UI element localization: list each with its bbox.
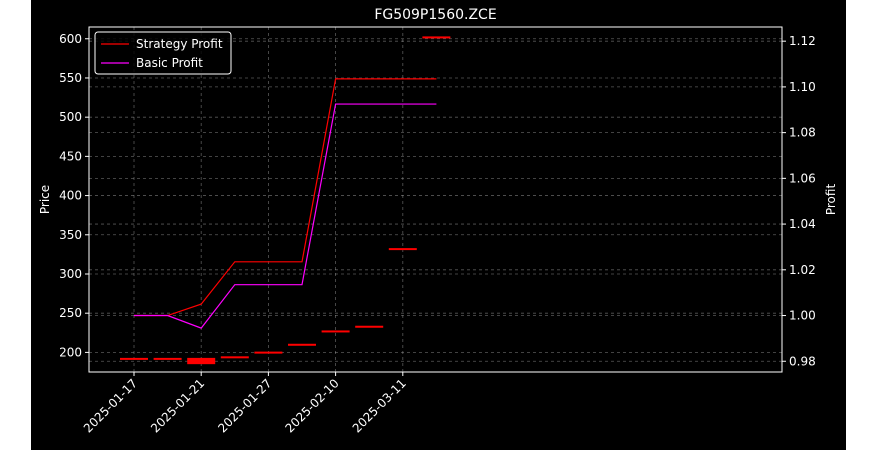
legend-label-basic-profit: Basic Profit	[136, 56, 203, 70]
price-marker-8	[388, 248, 417, 251]
left-tick-label-500: 500	[59, 110, 82, 124]
y-axis-label-right: Profit	[824, 184, 838, 216]
legend-label-strategy-profit: Strategy Profit	[136, 37, 223, 51]
left-tick-label-250: 250	[59, 306, 82, 320]
x-axis: 2025-01-17 2025-01-21 2025-01-27 2025-02-10…	[81, 372, 409, 435]
price-marker-2	[187, 357, 216, 365]
right-tick-label-1.00: 1.00	[789, 309, 816, 323]
right-tick-label-1.08: 1.08	[789, 126, 816, 140]
price-marker-6	[321, 330, 350, 333]
left-tick-label-350: 350	[59, 228, 82, 242]
left-tick-label-400: 400	[59, 189, 82, 203]
profit-lines	[134, 78, 437, 329]
right-tick-label-0.98: 0.98	[789, 354, 816, 368]
right-y-axis: 0.98 1.00 1.02 1.04 1.06 1.08 1.10 1.12	[782, 34, 816, 368]
series-line-strategy-profit	[134, 78, 437, 317]
price-marker-5	[288, 343, 316, 346]
chart-svg: 200 250 300 350 400 450 500 550 600 0.98 1.00 1.02…	[38, 7, 838, 435]
left-y-axis: 200 250 300 350 400 450 500 550 600	[59, 32, 89, 359]
price-marker-1	[153, 357, 182, 360]
x-tick-label-3: 2025-02-10	[283, 376, 342, 435]
price-marker-9	[422, 36, 451, 39]
left-tick-label-450: 450	[59, 149, 82, 163]
series-line-basic-profit	[134, 103, 437, 329]
legend: Strategy Profit Basic Profit	[94, 31, 232, 75]
x-tick-label-0: 2025-01-17	[81, 376, 140, 435]
price-marker-3	[220, 356, 249, 359]
left-tick-label-200: 200	[59, 345, 82, 359]
x-tick-label-1: 2025-01-21	[148, 376, 207, 435]
chart-title: FG509P1560.ZCE	[374, 7, 496, 23]
price-marker-7	[355, 325, 384, 328]
price-marker-0	[120, 357, 148, 360]
chart-figure: 200 250 300 350 400 450 500 550 600 0.98 1.00 1.02…	[31, 0, 846, 450]
left-tick-label-600: 600	[59, 32, 82, 46]
left-tick-label-300: 300	[59, 267, 82, 281]
right-tick-label-1.06: 1.06	[789, 171, 816, 185]
x-tick-label-2: 2025-01-27	[215, 376, 274, 435]
right-tick-label-1.02: 1.02	[789, 263, 816, 277]
right-tick-label-1.04: 1.04	[789, 217, 816, 231]
y-axis-label-left: Price	[38, 185, 52, 214]
x-tick-label-4: 2025-03-11	[350, 376, 409, 435]
right-tick-label-1.12: 1.12	[789, 34, 816, 48]
plot-frame	[88, 26, 783, 373]
price-markers	[120, 36, 451, 365]
left-tick-label-550: 550	[59, 71, 82, 85]
right-tick-label-1.10: 1.10	[789, 80, 816, 94]
price-marker-4	[254, 351, 283, 354]
